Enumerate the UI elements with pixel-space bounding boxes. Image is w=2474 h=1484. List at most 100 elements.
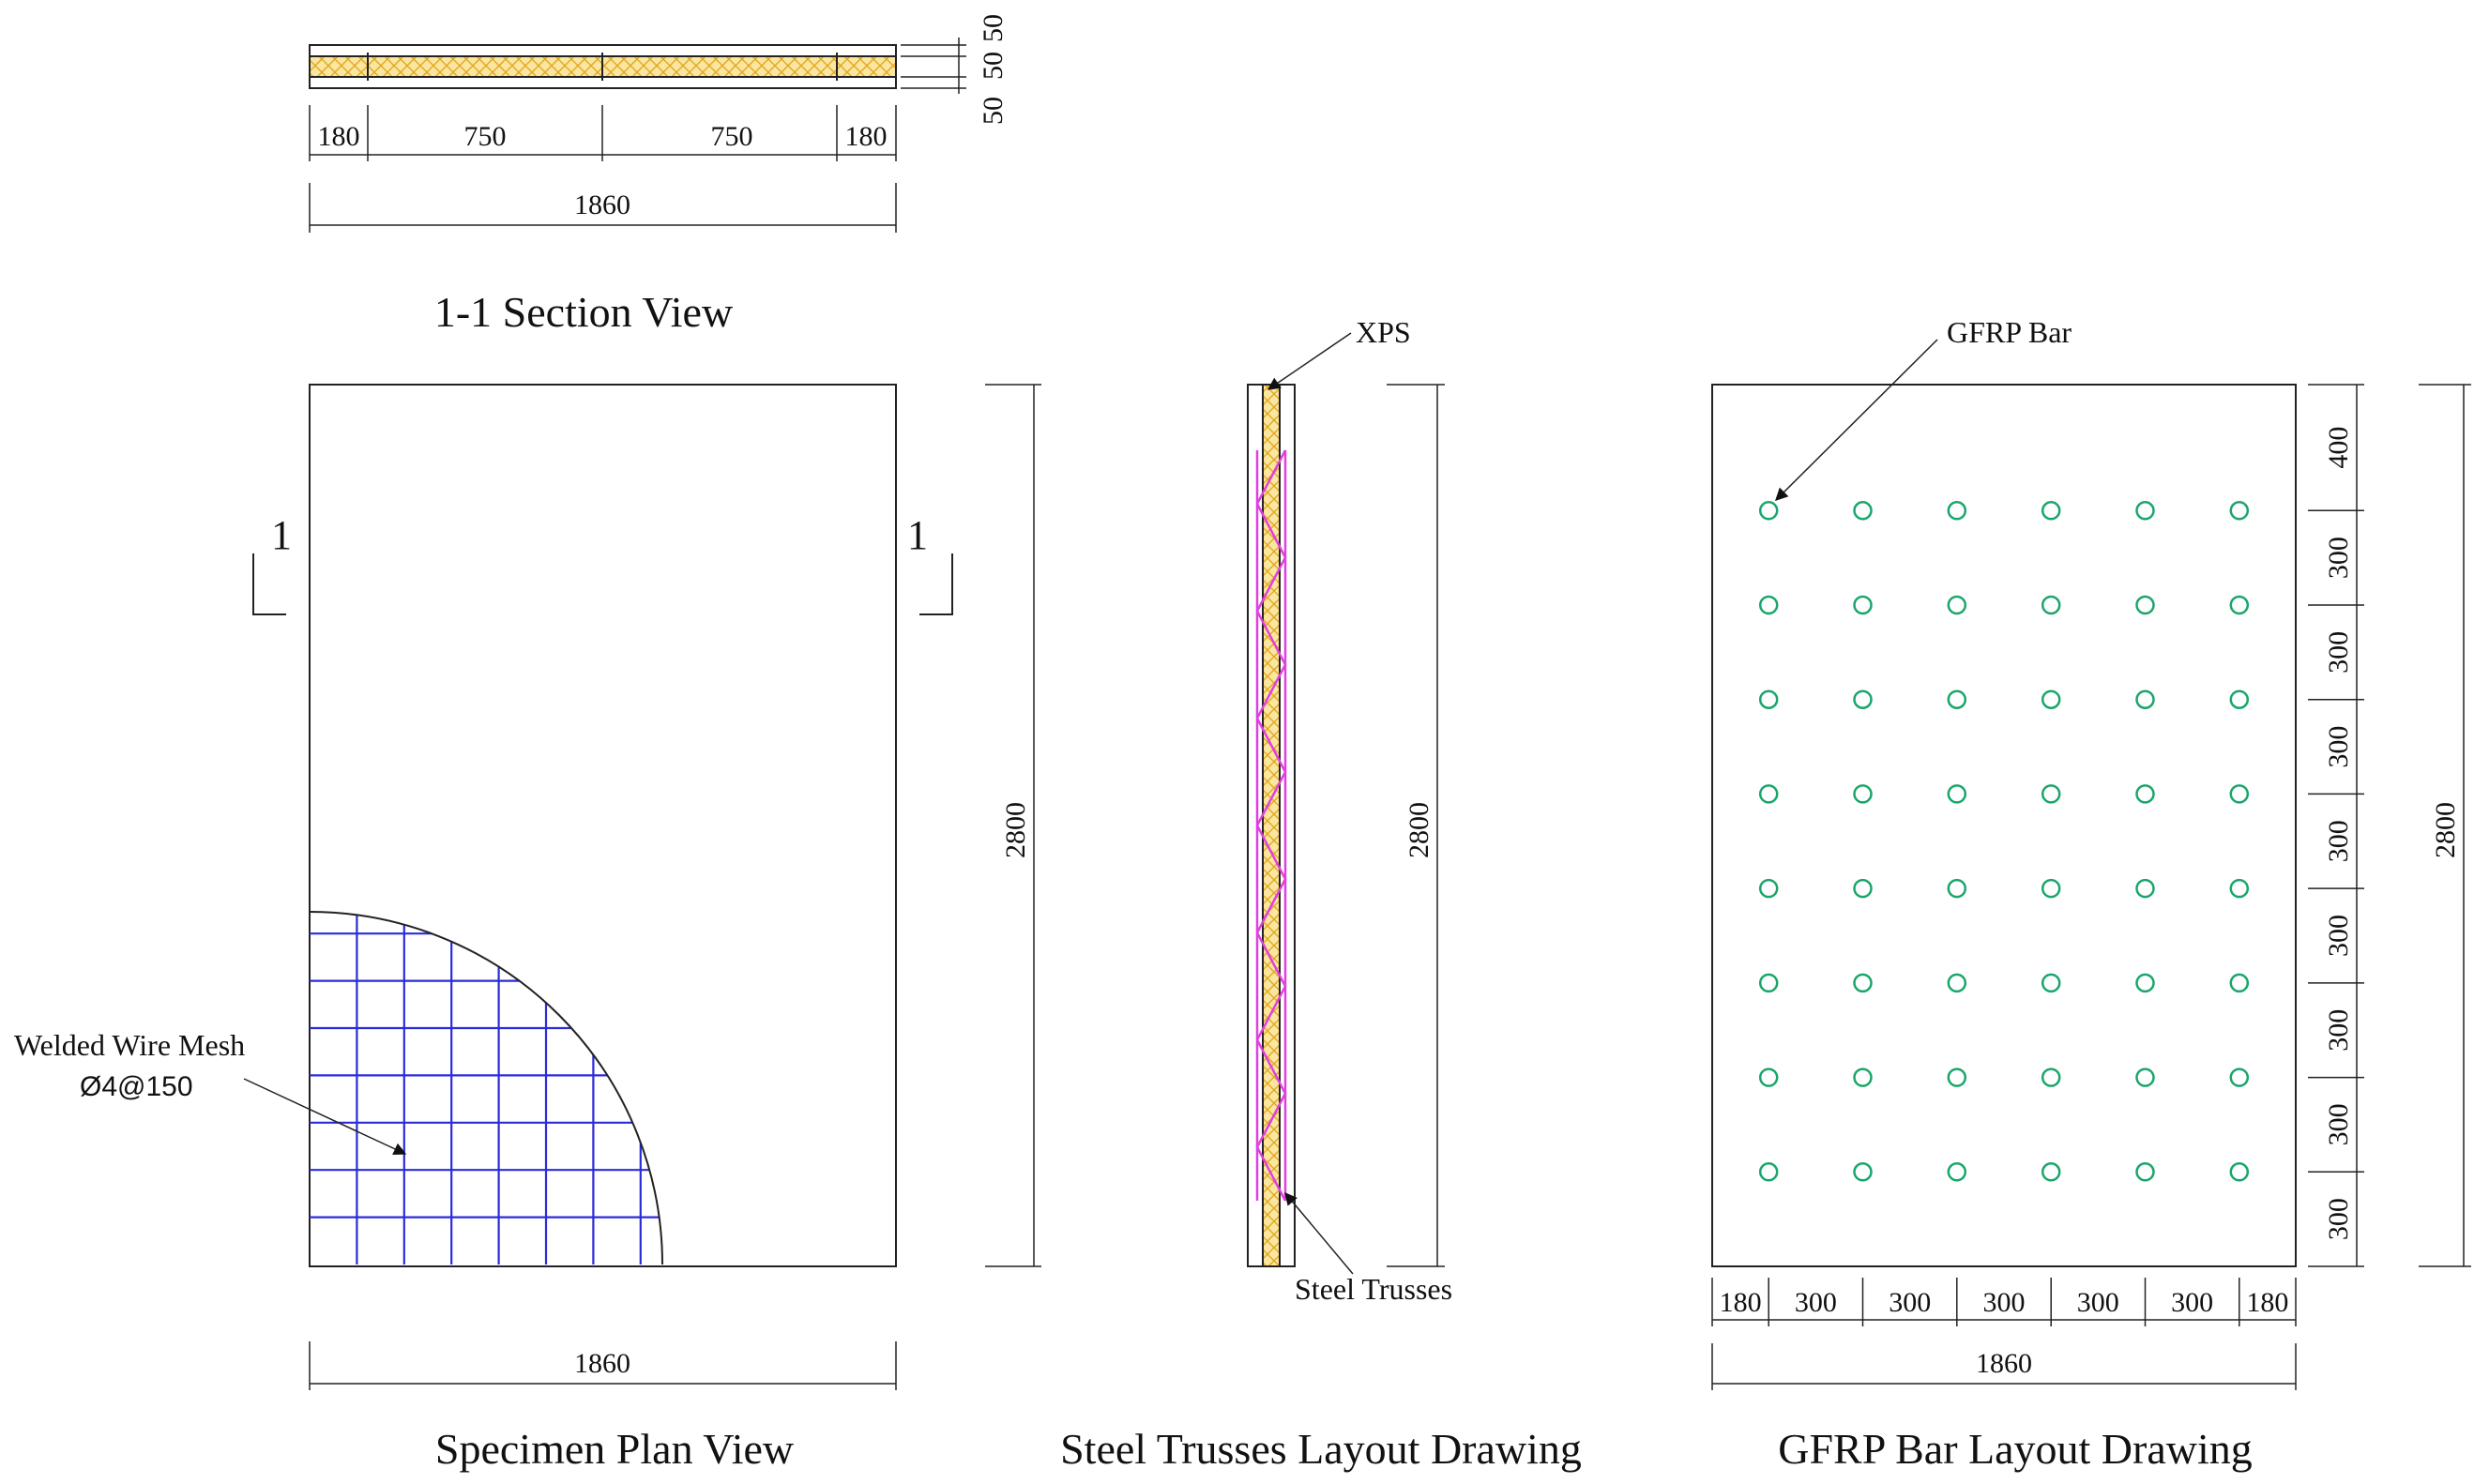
gfrp-bar-circle [2229,878,2250,899]
gfrp-bottom-dim-label: 300 [1795,1287,1837,1318]
gfrp-bar-circle [1853,595,1873,615]
section-total-dim-label: 1860 [574,189,630,220]
gfrp-bar-circle [1853,1068,1873,1087]
gfrp-right-dimension: 400 300 300 300 300 300 300 300 300 [2308,384,2364,1267]
gfrp-bottom-dimension: 180 300 300 300 300 300 180 [1711,1278,2297,1326]
gfrp-right-dim-label: 300 [2323,820,2354,862]
gfrp-height-dimension: 2800 [2419,384,2471,1267]
gfrp-bar-circle [2135,878,2155,899]
mesh-label-line1: Welded Wire Mesh [14,1028,245,1062]
gfrp-bar-circle [1947,878,1967,899]
gfrp-bar-circle [1758,878,1779,899]
gfrp-bar-circle [2135,1162,2155,1182]
section-total-dimension: 1860 [309,183,897,233]
truss-height-dimension: 2800 [1387,384,1445,1267]
gfrp-bar-circle [1758,689,1779,709]
section-thickness-dim-1: 50 [978,97,1009,125]
gfrp-bar-circle [2135,1068,2155,1087]
gfrp-bar-circle [1853,1162,1873,1182]
gfrp-bar-circle [1947,973,1967,993]
welded-wire-mesh [310,912,662,1264]
gfrp-bar-circle [2041,1162,2061,1182]
plan-outline [309,384,897,1267]
gfrp-bottom-dim-label: 180 [2246,1287,2288,1318]
gfrp-bar-label: GFRP Bar [1947,315,2072,349]
xps-leader-arrow [1267,332,1352,390]
gfrp-right-dim-label: 300 [2323,1198,2354,1240]
gfrp-bottom-dim-label: 300 [1889,1287,1931,1318]
gfrp-total-width-label: 1860 [1976,1348,2032,1379]
gfrp-bar-circle [1758,1068,1779,1087]
gfrp-bar-circle [2229,1068,2250,1087]
gfrp-bar-circle [1853,973,1873,993]
gfrp-right-dim-label: 300 [2323,1009,2354,1052]
section-view-title: 1-1 Section View [434,288,734,336]
gfrp-bar-circle [1947,1068,1967,1087]
gfrp-right-dim-label: 300 [2323,1103,2354,1145]
gfrp-bar-circle [2135,784,2155,804]
gfrp-bar-circle [2041,595,2061,615]
gfrp-right-dim-label: 300 [2323,915,2354,957]
gfrp-bar-circle [2229,595,2250,615]
gfrp-bar-circle [2041,973,2061,993]
truss-height-dim-label: 2800 [1404,802,1434,858]
gfrp-bar-circle [2041,878,2061,899]
xps-label: XPS [1356,315,1411,349]
gfrp-outline [1711,384,2297,1267]
gfrp-bar-circle [1853,878,1873,899]
section-mark-right-label: 1 [907,512,928,558]
gfrp-leader-arrow [1775,339,1938,501]
gfrp-bar-circle [2041,1068,2061,1087]
section-mark-right: 1 [907,512,953,615]
gfrp-bar-circle [2041,501,2061,521]
gfrp-bar-circle [2041,784,2061,804]
truss-leader-arrow [1284,1191,1354,1275]
gfrp-bar-circle [2135,501,2155,521]
gfrp-bar-circle [2229,784,2250,804]
truss-view: XPS Steel Trusses 2800 Steel Trusses Lay… [1060,315,1582,1473]
gfrp-right-dim-label: 300 [2323,537,2354,579]
truss-outer-right-plate [1279,384,1296,1267]
plan-width-dimension: 1860 [309,1341,897,1390]
gfrp-right-dim-label: 300 [2323,631,2354,674]
gfrp-right-dim-label: 400 [2323,427,2354,469]
plan-height-dimension: 2800 [985,384,1041,1267]
gfrp-bar-circle [1758,1162,1779,1182]
section-mark-left-label: 1 [271,512,292,558]
section-mark-left: 1 [252,512,292,615]
gfrp-bar-circle [1758,784,1779,804]
gfrp-bar-circle [1947,1162,1967,1182]
gfrp-bar-circle [1758,595,1779,615]
gfrp-total-width-dimension: 1860 [1711,1343,2297,1390]
gfrp-bar-circle [1758,501,1779,521]
gfrp-bar-circle [2041,689,2061,709]
gfrp-bar-grid [1758,501,2250,1182]
gfrp-bottom-dim-label: 300 [2171,1287,2213,1318]
gfrp-view-title: GFRP Bar Layout Drawing [1778,1425,2253,1473]
plan-height-dim-label: 2800 [1000,802,1031,858]
mesh-boundary-arc [309,911,663,1265]
gfrp-bar-circle [2229,973,2250,993]
gfrp-bar-circle [1853,689,1873,709]
gfrp-bar-circle [2229,1162,2250,1182]
gfrp-bar-circle [2135,595,2155,615]
gfrp-bar-circle [2135,689,2155,709]
truss-view-title: Steel Trusses Layout Drawing [1060,1425,1582,1473]
plan-width-dim-label: 1860 [574,1348,630,1379]
gfrp-bottom-dim-label: 300 [2077,1287,2119,1318]
gfrp-bar-circle [1947,501,1967,521]
gfrp-bottom-dim-label: 180 [1720,1287,1762,1318]
section-thickness-dim-3: 50 [978,14,1009,42]
gfrp-bar-circle [1947,595,1967,615]
plan-view-title: Specimen Plan View [435,1425,795,1473]
gfrp-bar-circle [1947,784,1967,804]
steel-truss-zigzag [1255,449,1287,1202]
section-segment-dimension: 180 750 750 180 [309,105,897,161]
mesh-label-line2: Ø4@150 [80,1071,193,1102]
gfrp-view: GFRP Bar 180 300 300 300 300 300 180 1860 400 3… [1711,315,2471,1473]
gfrp-right-dim-label: 300 [2323,726,2354,768]
gfrp-height-dim-label: 2800 [2430,802,2461,858]
steel-trusses-label: Steel Trusses [1295,1272,1452,1306]
gfrp-bar-circle [2229,689,2250,709]
